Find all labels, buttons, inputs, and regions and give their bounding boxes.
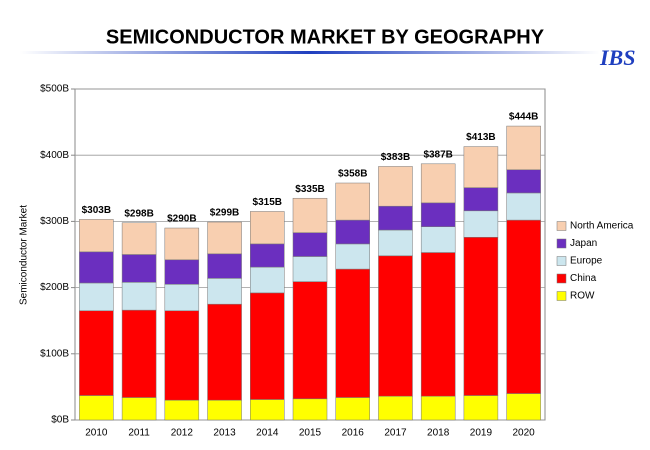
bar-segment: [292, 197, 328, 233]
bar-segment: [420, 395, 456, 421]
legend-label: Japan: [570, 238, 597, 249]
total-label: $299B: [210, 208, 239, 219]
bar-segment: [420, 252, 456, 397]
legend-label: China: [570, 273, 597, 284]
bar-segment: [506, 125, 541, 171]
bar-segment: [292, 398, 328, 421]
bar-segment: [207, 221, 242, 255]
x-tick-label: 2013: [213, 428, 236, 439]
bar-segment: [378, 255, 413, 397]
bar-segment: [506, 393, 541, 421]
x-tick-label: 2010: [85, 428, 108, 439]
x-tick-label: 2014: [256, 428, 279, 439]
x-tick-label: 2015: [299, 428, 322, 439]
bar-segment: [121, 254, 157, 283]
total-label: $298B: [124, 208, 153, 219]
legend-swatch: [556, 221, 567, 231]
total-label: $413B: [466, 132, 495, 143]
bar-segment: [250, 243, 285, 268]
bar-segment: [335, 243, 370, 270]
bar-segment: [250, 399, 285, 421]
x-tick-label: 2018: [427, 428, 450, 439]
total-label: $335B: [295, 184, 324, 195]
bar-segment: [506, 169, 541, 194]
total-label: $290B: [167, 214, 196, 225]
chart-title: SEMICONDUCTOR MARKET BY GEOGRAPHY: [106, 26, 545, 48]
legend-label: Europe: [570, 256, 603, 267]
bar-segment: [79, 310, 114, 396]
bar-segment: [378, 166, 413, 207]
bar-segment: [121, 309, 157, 398]
total-label: $303B: [82, 205, 111, 216]
bar-segment: [121, 282, 157, 311]
bar-segment: [506, 219, 541, 394]
bar-segment: [164, 399, 200, 421]
total-label: $383B: [381, 152, 410, 163]
y-tick-label: $300B: [40, 216, 69, 227]
legend-label: ROW: [570, 291, 595, 302]
bar-segment: [79, 282, 114, 312]
bar-segment: [250, 211, 285, 245]
bar-segment: [463, 187, 499, 212]
bar-segment: [207, 253, 242, 279]
bar-segment: [164, 310, 200, 401]
bar-segment: [121, 397, 157, 421]
bar-segment: [207, 278, 242, 305]
bar-segment: [207, 399, 242, 421]
bar-segment: [250, 266, 285, 294]
y-tick-label: $500B: [40, 84, 69, 95]
y-axis-label: Semiconductor Market: [19, 205, 30, 305]
legend-swatch: [556, 238, 567, 249]
bar-segment: [378, 205, 413, 231]
bar-segment: [335, 268, 370, 398]
x-tick-label: 2019: [470, 428, 493, 439]
bar-segment: [420, 163, 456, 204]
x-tick-label: 2011: [128, 428, 150, 439]
total-label: $387B: [423, 149, 452, 160]
bar-segment: [164, 259, 200, 285]
bar-segment: [378, 229, 413, 257]
logo: IBS: [599, 45, 635, 70]
legend-swatch: [556, 291, 567, 301]
bar-segment: [335, 219, 370, 245]
bar-segment: [463, 146, 499, 188]
bar-segment: [335, 182, 370, 221]
bar-segment: [292, 256, 328, 282]
total-label: $358B: [338, 169, 367, 180]
bar-segment: [292, 232, 328, 257]
bar-segment: [463, 237, 499, 396]
x-tick-label: 2016: [342, 428, 365, 439]
bar-segment: [335, 397, 370, 421]
y-tick-label: $0B: [51, 415, 69, 426]
total-label: $444B: [509, 112, 538, 123]
bar-segment: [207, 303, 242, 401]
x-tick-label: 2017: [384, 428, 407, 439]
bar-segment: [378, 395, 413, 421]
legend-label: North America: [570, 221, 634, 232]
y-tick-label: $100B: [40, 348, 69, 359]
bar-segment: [420, 202, 456, 227]
bar-segment: [79, 395, 114, 421]
bar-segment: [506, 192, 541, 221]
bar-segment: [164, 227, 200, 261]
total-label: $315B: [253, 197, 282, 208]
bar-segment: [420, 226, 456, 253]
bar-segment: [463, 395, 499, 421]
legend-swatch: [556, 273, 567, 284]
y-tick-label: $200B: [40, 282, 69, 293]
bar-segment: [292, 281, 328, 400]
x-tick-label: 2012: [171, 428, 194, 439]
bar-segment: [79, 251, 114, 284]
y-tick-label: $400B: [40, 150, 69, 161]
bar-segment: [463, 210, 499, 238]
legend-swatch: [556, 256, 567, 266]
bar-segment: [79, 219, 114, 253]
bar-segment: [250, 292, 285, 400]
x-tick-label: 2020: [513, 428, 536, 439]
bar-segment: [121, 222, 157, 255]
title-rule: [20, 51, 600, 54]
bar-segment: [164, 284, 200, 312]
